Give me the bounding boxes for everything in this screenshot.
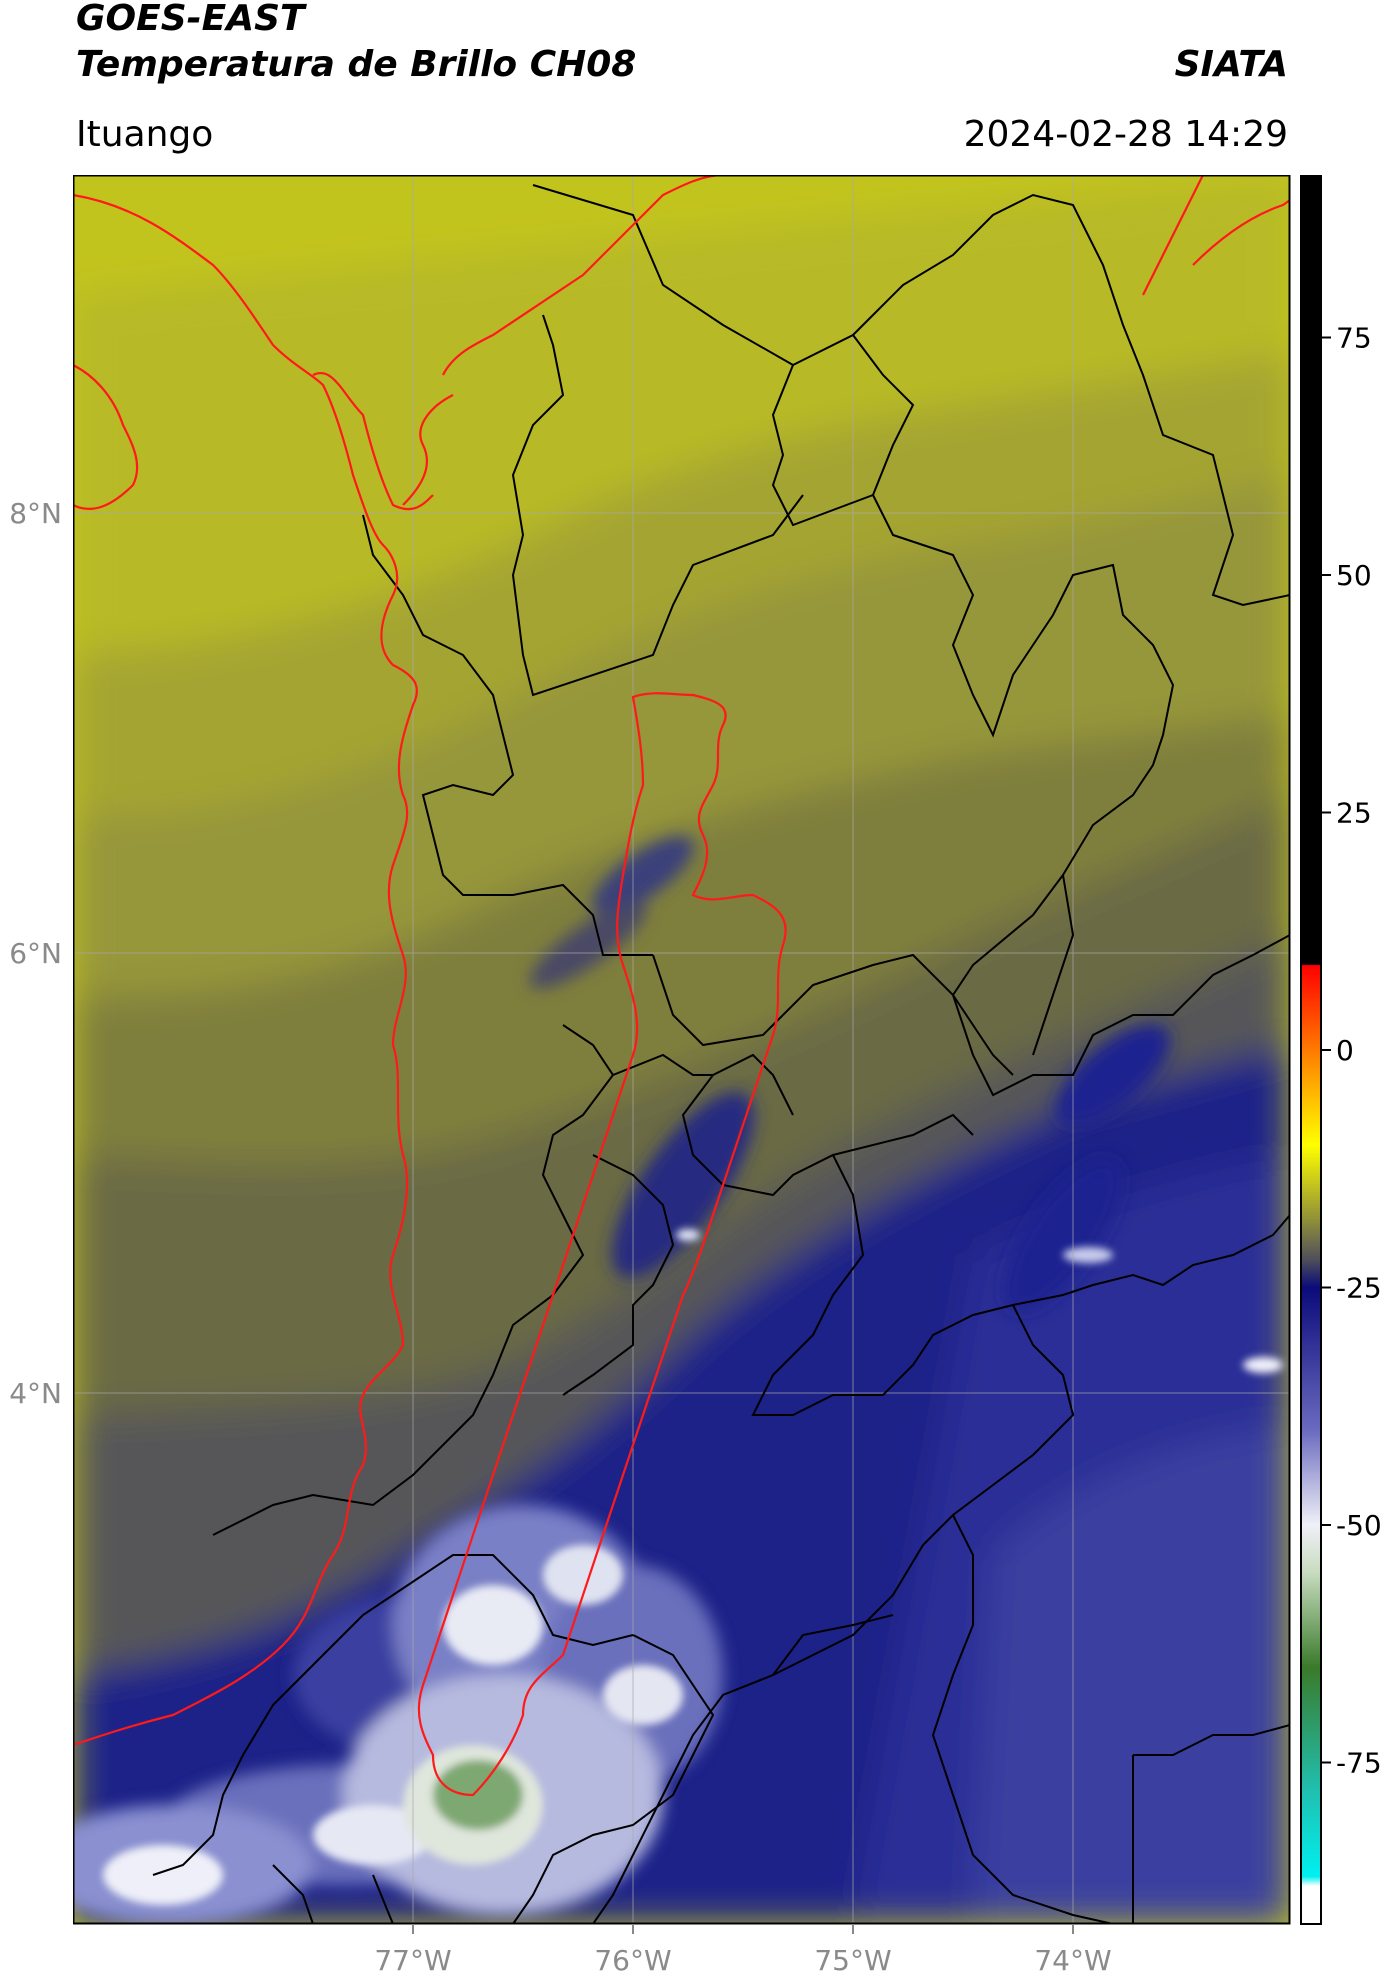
colorbar-gradient [1300, 175, 1322, 1925]
title-block: GOES-EAST Temperatura de Brillo CH08 [76, 0, 636, 88]
colorbar: 75 50 25 0 -25 -50 -75 [1300, 175, 1382, 1925]
location-label: Ituango [76, 114, 214, 155]
coastline [73, 175, 1290, 1747]
admin-borders [152, 184, 1290, 1924]
ituango-basin-outline [417, 692, 787, 1797]
lat-label: 4°N [9, 1377, 62, 1410]
longitude-ticks [412, 1924, 1074, 1934]
colorbar-tick-label: 0 [1336, 1034, 1354, 1067]
temperature-field [73, 175, 1290, 1924]
datetime-label: 2024-02-28 14:29 [963, 114, 1288, 155]
lat-label: 8°N [9, 497, 62, 530]
product-title: GOES-EAST [76, 0, 305, 39]
longitude-labels: 77°W 76°W 75°W 74°W [374, 1944, 1111, 1975]
colorbar-tick-label: -25 [1336, 1272, 1382, 1305]
product-subtitle: Temperatura de Brillo CH08 [76, 44, 637, 85]
map-frame [73, 175, 1291, 1925]
organization-label: SIATA [1174, 44, 1288, 85]
colorbar-ticks: 75 50 25 0 -25 -50 -75 [1321, 322, 1382, 1780]
lon-label: 74°W [1034, 1944, 1111, 1975]
graticule [73, 175, 1290, 1924]
satellite-map: 77°W 76°W 75°W 74°W [73, 175, 1291, 1975]
lat-label: 6°N [9, 937, 62, 970]
colorbar-tick-label: -75 [1336, 1747, 1382, 1780]
colorbar-tick-label: 25 [1336, 797, 1372, 830]
lon-label: 76°W [594, 1944, 671, 1975]
colorbar-tick-label: -50 [1336, 1509, 1382, 1542]
latitude-labels: 8°N 6°N 4°N [9, 497, 62, 1410]
colorbar-tick-label: 50 [1336, 559, 1372, 592]
lon-label: 75°W [814, 1944, 891, 1975]
colorbar-tick-label: 75 [1336, 322, 1372, 355]
lon-label: 77°W [374, 1944, 451, 1975]
